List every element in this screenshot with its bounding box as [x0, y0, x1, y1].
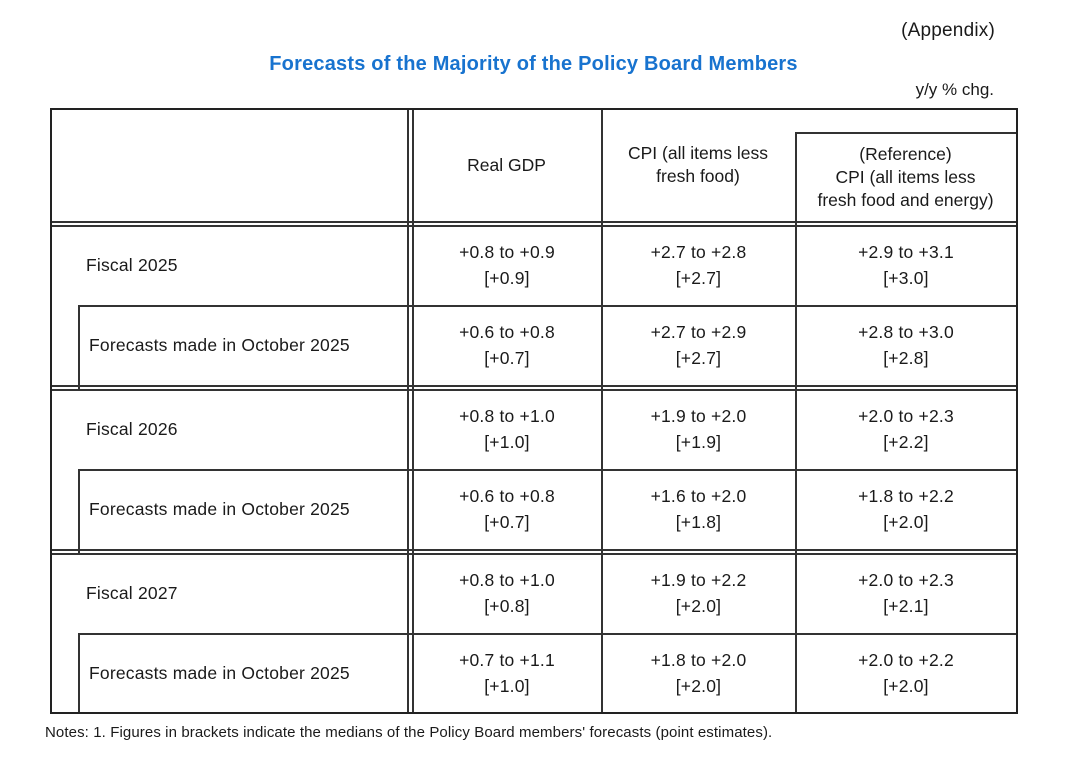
reference-box-top-rule	[795, 132, 1016, 134]
header-double-rule-top	[52, 221, 1016, 223]
row-label: Forecasts made in October 2025	[89, 662, 350, 683]
table-row-fiscal-2027: Fiscal 2027 +0.8 to +1.0 [+0.8] +1.9 to …	[52, 554, 1016, 632]
gdp-forecast-cell: +0.6 to +0.8 [+0.7]	[413, 306, 601, 384]
forecast-range: +1.6 to +2.0	[650, 486, 747, 506]
table-row-fiscal-2026: Fiscal 2026 +0.8 to +1.0 [+1.0] +1.9 to …	[52, 390, 1016, 468]
unit-label: y/y % chg.	[915, 80, 994, 99]
forecast-median: [+1.9]	[675, 432, 722, 452]
row-label: Forecasts made in October 2025	[89, 498, 350, 519]
gdp-forecast-cell: +0.7 to +1.1 [+1.0]	[413, 634, 601, 712]
gdp-forecast-cell: +0.8 to +1.0 [+0.8]	[413, 554, 601, 632]
forecast-range: +0.8 to +1.0	[459, 570, 555, 590]
table-row-fiscal-2025: Fiscal 2025 +0.8 to +0.9 [+0.9] +2.7 to …	[52, 226, 1016, 304]
forecast-median: [+2.0]	[675, 596, 722, 616]
cpi-forecast-cell: +1.6 to +2.0 [+1.8]	[602, 470, 795, 548]
forecast-median: [+1.0]	[484, 432, 530, 452]
cpi-reference-divider	[795, 132, 797, 712]
forecast-median: [+2.7]	[675, 348, 722, 368]
group1-subrow-divider	[78, 305, 1016, 307]
cpi-forecast-cell: +2.7 to +2.9 [+2.7]	[602, 306, 795, 384]
forecast-range: +1.8 to +2.2	[858, 486, 954, 506]
cpi-reference-forecast-cell: +2.0 to +2.3 [+2.1]	[796, 554, 1016, 632]
group1-double-rule-top	[52, 385, 1016, 387]
forecast-range: +1.9 to +2.0	[650, 406, 747, 426]
forecast-median: [+2.0]	[675, 676, 722, 696]
forecast-median: [+1.8]	[675, 512, 722, 532]
cpi-forecast-cell: +1.9 to +2.2 [+2.0]	[602, 554, 795, 632]
cpi-reference-forecast-cell: +1.8 to +2.2 [+2.0]	[796, 470, 1016, 548]
group1-subrow-inset-rule	[78, 305, 80, 389]
gdp-cpi-divider	[601, 110, 603, 712]
forecast-range: +1.9 to +2.2	[650, 570, 747, 590]
forecast-range: +2.7 to +2.8	[650, 242, 747, 262]
cpi-reference-forecast-cell: +2.0 to +2.3 [+2.2]	[796, 390, 1016, 468]
group3-subrow-inset-rule	[78, 633, 80, 712]
group2-subrow-divider	[78, 469, 1016, 471]
cpi-forecast-cell: +2.7 to +2.8 [+2.7]	[602, 226, 795, 304]
cpi-forecast-cell: +1.8 to +2.0 [+2.0]	[602, 634, 795, 712]
column1-double-rule-left	[407, 110, 409, 712]
forecast-table: Real GDP CPI (all items less fresh food)…	[50, 108, 1018, 714]
cpi-reference-forecast-cell: +2.9 to +3.1 [+3.0]	[796, 226, 1016, 304]
forecast-range: +1.8 to +2.0	[650, 650, 747, 670]
group2-double-rule-bottom	[52, 553, 1016, 555]
forecast-range: +2.0 to +2.3	[858, 570, 954, 590]
cpi-reference-forecast-cell: +2.8 to +3.0 [+2.8]	[796, 306, 1016, 384]
gdp-forecast-cell: +0.6 to +0.8 [+0.7]	[413, 470, 601, 548]
forecast-range: +0.6 to +0.8	[459, 322, 555, 342]
header-double-rule-bottom	[52, 225, 1016, 227]
forecast-median: [+2.2]	[883, 432, 929, 452]
group2-double-rule-top	[52, 549, 1016, 551]
table-row-fiscal-2027-october-forecast: Forecasts made in October 2025 +0.7 to +…	[52, 634, 1016, 712]
column1-double-rule-right	[412, 110, 414, 712]
forecast-range: +2.0 to +2.2	[858, 650, 954, 670]
forecast-median: [+1.0]	[484, 676, 530, 696]
row-label: Fiscal 2025	[86, 254, 178, 275]
row-label: Fiscal 2026	[86, 418, 178, 439]
column-header-cpi-reference: (Reference) CPI (all items less fresh fo…	[817, 143, 994, 210]
forecast-median: [+0.8]	[484, 596, 530, 616]
forecast-median: [+2.7]	[675, 268, 722, 288]
forecast-range: +0.8 to +0.9	[459, 242, 555, 262]
gdp-forecast-cell: +0.8 to +1.0 [+1.0]	[413, 390, 601, 468]
forecast-median: [+0.9]	[484, 268, 530, 288]
group2-subrow-inset-rule	[78, 469, 80, 553]
row-label: Forecasts made in October 2025	[89, 334, 350, 355]
forecast-median: [+2.0]	[883, 512, 929, 532]
forecast-range: +0.6 to +0.8	[459, 486, 555, 506]
forecast-range: +2.9 to +3.1	[858, 242, 954, 262]
forecast-range: +2.0 to +2.3	[858, 406, 954, 426]
cpi-forecast-cell: +1.9 to +2.0 [+1.9]	[602, 390, 795, 468]
forecast-range: +2.8 to +3.0	[858, 322, 954, 342]
forecast-median: [+2.8]	[883, 348, 929, 368]
table-row-fiscal-2025-october-forecast: Forecasts made in October 2025 +0.6 to +…	[52, 306, 1016, 384]
forecast-median: [+3.0]	[883, 268, 929, 288]
forecast-median: [+2.1]	[883, 596, 929, 616]
forecast-median: [+2.0]	[883, 676, 929, 696]
forecast-median: [+0.7]	[484, 348, 530, 368]
forecast-range: +0.7 to +1.1	[459, 650, 555, 670]
forecast-range: +2.7 to +2.9	[650, 322, 747, 342]
cpi-reference-forecast-cell: +2.0 to +2.2 [+2.0]	[796, 634, 1016, 712]
group1-double-rule-bottom	[52, 389, 1016, 391]
column-header-cpi: CPI (all items less fresh food)	[627, 143, 769, 186]
page-title: Forecasts of the Majority of the Policy …	[269, 53, 798, 75]
table-row-fiscal-2026-october-forecast: Forecasts made in October 2025 +0.6 to +…	[52, 470, 1016, 548]
gdp-forecast-cell: +0.8 to +0.9 [+0.9]	[413, 226, 601, 304]
appendix-label: (Appendix)	[901, 20, 995, 41]
notes-text: Notes: 1. Figures in brackets indicate t…	[45, 724, 773, 741]
forecast-median: [+0.7]	[484, 512, 530, 532]
group3-subrow-divider	[78, 633, 1016, 635]
row-label: Fiscal 2027	[86, 582, 178, 603]
forecast-range: +0.8 to +1.0	[459, 406, 555, 426]
column-header-real-gdp: Real GDP	[467, 154, 546, 175]
